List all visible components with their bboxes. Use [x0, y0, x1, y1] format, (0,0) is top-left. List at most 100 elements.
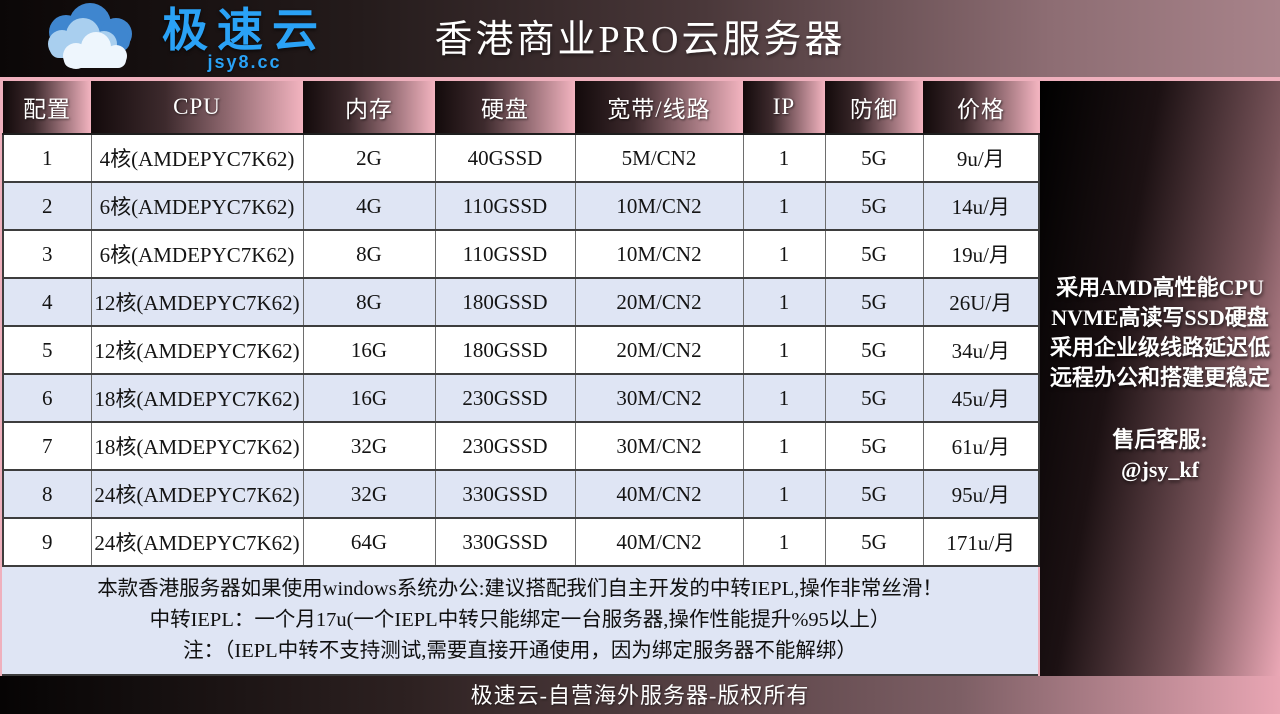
table-row: 9 24核(AMDEPYC7K62) 64G 330GSSD 40M/CN2 1 5G 171… — [2, 518, 1040, 567]
table-cell: 110GSSD — [434, 182, 576, 231]
table-cell: 6核(AMDEPYC7K62) — [90, 230, 304, 279]
table-cell: 1 — [742, 518, 826, 567]
feature-line: 采用AMD高性能CPU — [1056, 274, 1264, 300]
table-cell: 6 — [2, 374, 92, 423]
column-header: IP — [743, 81, 825, 135]
table-cell: 2G — [302, 134, 436, 183]
note-line: 本款香港服务器如果使用windows系统办公:建议搭配我们自主开发的中转IEPL… — [97, 578, 943, 600]
table-cell: 230GSSD — [434, 422, 576, 471]
table-cell: 1 — [742, 422, 826, 471]
table-cell: 5G — [824, 518, 924, 567]
table-cell: 30M/CN2 — [574, 422, 744, 471]
column-header: 防御 — [825, 81, 923, 135]
table-cell: 3 — [2, 230, 92, 279]
support-label: 售后客服: — [1112, 426, 1208, 452]
brand-text-block: 极速云 jsy8.cc — [162, 7, 327, 72]
feature-line: 采用企业级线路延迟低 — [1049, 334, 1270, 360]
table-cell: 19u/月 — [922, 230, 1040, 279]
table-cell: 1 — [742, 182, 826, 231]
cloud-logo-icon — [28, 2, 156, 76]
table-cell: 18核(AMDEPYC7K62) — [90, 422, 304, 471]
table-cell: 1 — [2, 134, 92, 183]
table-cell: 4 — [2, 278, 92, 327]
table-cell: 40GSSD — [434, 134, 576, 183]
table-row: 6 18核(AMDEPYC7K62) 16G 230GSSD 30M/CN2 1 5G 45u… — [2, 374, 1040, 423]
column-header: CPU — [91, 81, 303, 135]
table-cell: 230GSSD — [434, 374, 576, 423]
table-cell: 5G — [824, 326, 924, 375]
brand-name: 极速云 — [162, 3, 327, 56]
table-row: 4 12核(AMDEPYC7K62) 8G 180GSSD 20M/CN2 1 5G 26U/… — [2, 278, 1040, 327]
table-cell: 16G — [302, 326, 436, 375]
table-cell: 9 — [2, 518, 92, 567]
table-row: 7 18核(AMDEPYC7K62) 32G 230GSSD 30M/CN2 1 5G 61u… — [2, 422, 1040, 471]
table-cell: 6核(AMDEPYC7K62) — [90, 182, 304, 231]
table-cell: 8G — [302, 230, 436, 279]
column-header: 价格 — [923, 81, 1039, 135]
table-cell: 9u/月 — [922, 134, 1040, 183]
table-cell: 171u/月 — [922, 518, 1040, 567]
table-cell: 1 — [742, 326, 826, 375]
table-cell: 1 — [742, 278, 826, 327]
table-cell: 5G — [824, 278, 924, 327]
table-cell: 64G — [302, 518, 436, 567]
table-cell: 5G — [824, 374, 924, 423]
table-cell: 5 — [2, 326, 92, 375]
note-line: 注：（IEPL中转不支持测试,需要直接开通使用，因为绑定服务器不能解绑） — [183, 640, 857, 662]
table-cell: 5G — [824, 134, 924, 183]
column-header: 配置 — [3, 81, 91, 135]
feature-line: 远程办公和搭建更稳定 — [1049, 364, 1270, 390]
table-cell: 5G — [824, 422, 924, 471]
top-bar: 极速云 jsy8.cc 香港商业PRO云服务器 — [0, 0, 1280, 77]
footer-text: 极速云-自营海外服务器-版权所有 — [470, 683, 810, 708]
table-cell: 26U/月 — [922, 278, 1040, 327]
table-cell: 95u/月 — [922, 470, 1040, 519]
table-row: 1 4核(AMDEPYC7K62) 2G 40GSSD 5M/CN2 1 5G 9u/月 — [2, 134, 1040, 183]
table-cell: 10M/CN2 — [574, 182, 744, 231]
table-row: 8 24核(AMDEPYC7K62) 32G 330GSSD 40M/CN2 1 5G 95u… — [2, 470, 1040, 519]
table-cell: 24核(AMDEPYC7K62) — [90, 470, 304, 519]
table-cell: 4核(AMDEPYC7K62) — [90, 134, 304, 183]
table-cell: 8 — [2, 470, 92, 519]
table-cell: 40M/CN2 — [574, 470, 744, 519]
table-cell: 330GSSD — [434, 470, 576, 519]
table-cell: 12核(AMDEPYC7K62) — [90, 278, 304, 327]
table-cell: 34u/月 — [922, 326, 1040, 375]
table-cell: 18核(AMDEPYC7K62) — [90, 374, 304, 423]
table-cell: 1 — [742, 134, 826, 183]
table-cell: 8G — [302, 278, 436, 327]
column-header: 宽带/线路 — [575, 81, 743, 135]
table-cell: 12核(AMDEPYC7K62) — [90, 326, 304, 375]
table-cell: 180GSSD — [434, 278, 576, 327]
table-cell: 20M/CN2 — [574, 278, 744, 327]
support-handle: @jsy_kf — [1121, 456, 1199, 482]
brand-logo: 极速云 jsy8.cc — [28, 2, 327, 76]
brand-domain: jsy8.cc — [207, 51, 282, 72]
footer-bar: 极速云-自营海外服务器-版权所有 — [0, 676, 1280, 714]
table-cell: 32G — [302, 422, 436, 471]
table-cell: 4G — [302, 182, 436, 231]
table-cell: 61u/月 — [922, 422, 1040, 471]
table-cell: 24核(AMDEPYC7K62) — [90, 518, 304, 567]
table-cell: 5M/CN2 — [574, 134, 744, 183]
table-row: 3 6核(AMDEPYC7K62) 8G 110GSSD 10M/CN2 1 5G 19u/月 — [2, 230, 1040, 279]
table-cell: 5G — [824, 230, 924, 279]
table-cell: 30M/CN2 — [574, 374, 744, 423]
table-cell: 330GSSD — [434, 518, 576, 567]
table-cell: 7 — [2, 422, 92, 471]
notes-block: 本款香港服务器如果使用windows系统办公:建议搭配我们自主开发的中转IEPL… — [2, 567, 1038, 676]
feature-line: NVME高读写SSD硬盘 — [1051, 304, 1269, 330]
table-cell: 1 — [742, 230, 826, 279]
table-cell: 14u/月 — [922, 182, 1040, 231]
table-cell: 45u/月 — [922, 374, 1040, 423]
table-cell: 5G — [824, 470, 924, 519]
table-cell: 1 — [742, 374, 826, 423]
table-cell: 16G — [302, 374, 436, 423]
table-cell: 180GSSD — [434, 326, 576, 375]
features-block: 采用AMD高性能CPU NVME高读写SSD硬盘 采用企业级线路延迟低 远程办公和搭建… — [1050, 273, 1270, 393]
column-header: 内存 — [303, 81, 435, 135]
note-line: 中转IEPL：一个月17u(一个IEPL中转只能绑定一台服务器,操作性能提升%9… — [149, 609, 891, 631]
table-cell: 5G — [824, 182, 924, 231]
column-header: 硬盘 — [435, 81, 575, 135]
